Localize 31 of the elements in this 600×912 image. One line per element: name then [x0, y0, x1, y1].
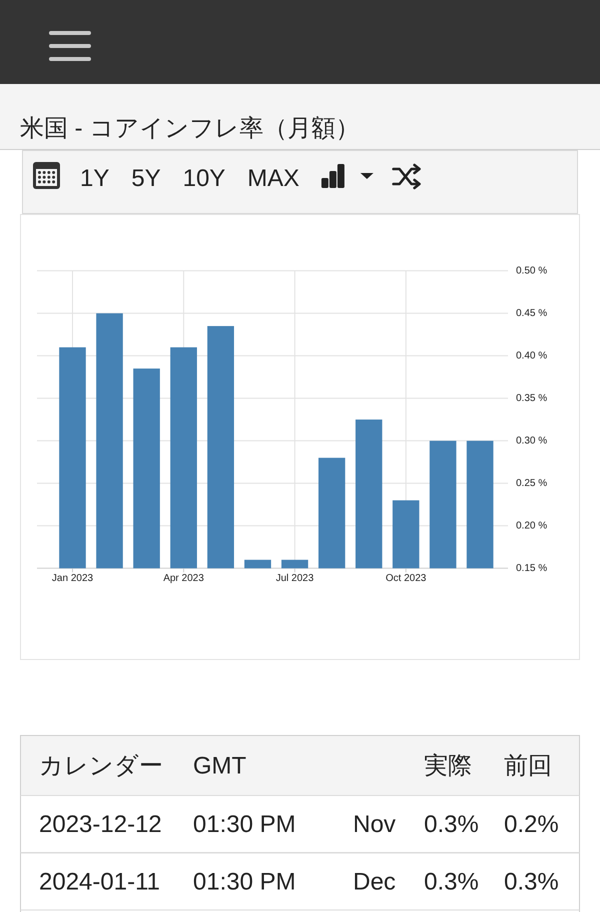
text: 01:30 PM [193, 868, 296, 896]
text: Dec [353, 868, 396, 896]
category-label: GMT [193, 752, 247, 780]
y-tick-label: 0.50 % [516, 265, 548, 276]
x-tick-label: Apr 2023 [163, 572, 204, 584]
category-label: 前回 [504, 752, 552, 780]
text: Nov [353, 811, 396, 838]
text: 5Y [131, 165, 161, 192]
text: 10Y [182, 165, 226, 192]
y-tick-label: 0.45 % [516, 308, 548, 319]
x-tick-label: Jul 2023 [276, 572, 314, 584]
x-tick-label: Oct 2023 [386, 572, 427, 584]
text: 0.2% [504, 811, 559, 838]
text: 2024-01-11 [39, 868, 160, 896]
y-tick-label: 0.40 % [516, 350, 548, 362]
category-label: 実際 [424, 752, 472, 780]
text: 2023-12-12 [39, 811, 162, 838]
y-tick-label: 0.20 % [516, 520, 548, 532]
text: 0.3% [504, 868, 559, 896]
y-tick-label: 0.15 % [516, 562, 548, 574]
y-tick-label: 0.25 % [516, 478, 548, 489]
category-label: カレンダー [39, 752, 163, 780]
y-tick-label: 0.35 % [516, 392, 548, 404]
x-tick-label: Jan 2023 [52, 572, 94, 584]
y-tick-label: 0.30 % [516, 435, 548, 446]
text: MAX [247, 165, 300, 192]
chart-title: 米国 - コアインフレ率（月額） [20, 115, 360, 142]
text: 0.3% [424, 868, 479, 896]
text: 01:30 PM [193, 811, 296, 838]
text: 0.3% [424, 811, 479, 838]
text: 1Y [80, 165, 110, 192]
